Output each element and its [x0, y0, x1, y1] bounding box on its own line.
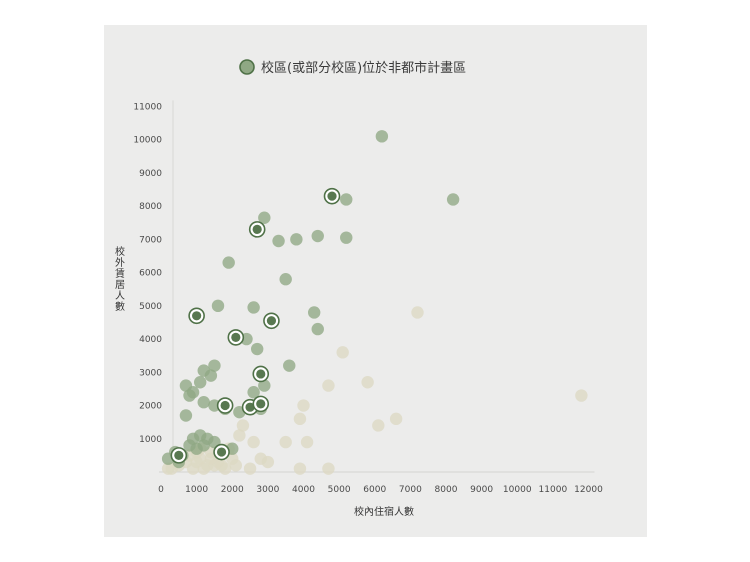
highlight-point [216, 447, 227, 457]
scatter-point [372, 419, 385, 432]
scatter-point [197, 439, 210, 452]
x-tick-label: 0 [158, 485, 164, 495]
scatter-point [300, 435, 314, 449]
scatter-point [208, 359, 221, 372]
y-tick-label: 6000 [139, 269, 162, 279]
x-tick-label: 9000 [470, 485, 493, 495]
axes: 0 1000 2000 3000 4000 5000 6000 7000 8000 9000 100… [133, 100, 603, 495]
scatter-point [233, 429, 246, 442]
scatter-point [272, 234, 285, 248]
scatter-point [197, 462, 210, 475]
scatter-point [322, 379, 335, 392]
scatter-point [297, 399, 310, 412]
scatter-point [261, 455, 275, 469]
highlight-point [174, 450, 184, 460]
scatter-point [290, 233, 303, 246]
scatter-point [204, 452, 218, 465]
scatter-point [236, 419, 250, 432]
highlight-point [245, 402, 255, 412]
scatter-point [247, 435, 260, 449]
x-tick-label: 7000 [399, 485, 422, 495]
scatter-point [197, 396, 210, 409]
scatter-point [193, 376, 207, 389]
chart-panel: 校區(或部分校區)位於非都市計畫區 0 1000 2000 3000 4000 5000 6… [104, 25, 647, 537]
data-points [161, 130, 588, 475]
scatter-point [279, 435, 292, 449]
scatter-point [161, 462, 175, 475]
y-tick-label: 7000 [139, 235, 162, 245]
highlight-point [327, 191, 337, 201]
scatter-point [179, 409, 193, 422]
scatter-point [279, 273, 292, 286]
y-tick-label: 1000 [139, 435, 162, 445]
scatter-point [336, 346, 349, 359]
scatter-point [375, 130, 389, 143]
scatter-point [247, 301, 260, 314]
x-tick-label: 4000 [292, 485, 315, 495]
x-tick-label: 12000 [574, 485, 603, 495]
highlight-point [220, 400, 230, 411]
scatter-point [222, 256, 235, 269]
scatter-point [258, 211, 271, 224]
legend-label: 校區(或部分校區)位於非都市計畫區 [261, 60, 466, 76]
scatter-point [311, 322, 324, 336]
legend: 校區(或部分校區)位於非都市計畫區 [239, 59, 466, 76]
scatter-point [311, 229, 324, 243]
legend-marker [239, 59, 255, 75]
scatter-point [226, 452, 239, 465]
scatter-point [283, 359, 296, 372]
y-axis-title: 校外賃居人數 [115, 245, 125, 313]
scatter-point [322, 462, 335, 475]
highlight-point [256, 369, 266, 379]
scatter-chart: 校區(或部分校區)位於非都市計畫區 0 1000 2000 3000 4000 5000 6… [115, 59, 603, 518]
highlight-point [266, 316, 277, 326]
x-tick-label: 11000 [539, 485, 568, 495]
scatter-point [340, 193, 353, 206]
x-axis-title: 校內住宿人數 [354, 505, 414, 518]
highlight-point [192, 311, 202, 321]
scatter-point [250, 342, 264, 356]
highlight-point [231, 332, 241, 342]
x-tick-label: 6000 [363, 485, 386, 495]
x-tick-label: 10000 [503, 485, 532, 495]
x-tick-label: 8000 [435, 485, 458, 495]
scatter-point [361, 376, 374, 389]
scatter-point [204, 369, 218, 382]
y-tick-label: 11000 [133, 102, 162, 112]
y-tick-label: 3000 [139, 368, 162, 378]
x-tick-label: 1000 [185, 485, 208, 495]
scatter-point [340, 231, 353, 244]
y-tick-label: 5000 [139, 302, 162, 312]
y-tick-label: 9000 [139, 169, 162, 179]
scatter-point [211, 299, 225, 313]
scatter-point [389, 412, 403, 426]
scatter-point [446, 193, 460, 206]
scatter-point [575, 389, 588, 402]
scatter-point [258, 379, 271, 392]
scatter-point [307, 306, 321, 319]
scatter-point [247, 386, 260, 399]
scatter-point [215, 459, 228, 472]
x-tick-label: 5000 [328, 485, 351, 495]
y-tick-label: 2000 [139, 402, 162, 412]
y-tick-label: 8000 [139, 202, 162, 212]
scatter-point [183, 389, 196, 402]
y-tick-label: 10000 [133, 136, 162, 146]
x-tick-label: 2000 [221, 485, 244, 495]
highlight-point [256, 399, 266, 409]
scatter-point [293, 412, 307, 426]
scatter-point [186, 432, 200, 445]
y-tick-label: 4000 [139, 335, 162, 345]
scatter-point [243, 462, 257, 475]
highlight-point [252, 224, 262, 234]
scatter-point [293, 462, 307, 475]
x-tick-label: 3000 [256, 485, 279, 495]
scatter-point [411, 306, 424, 319]
